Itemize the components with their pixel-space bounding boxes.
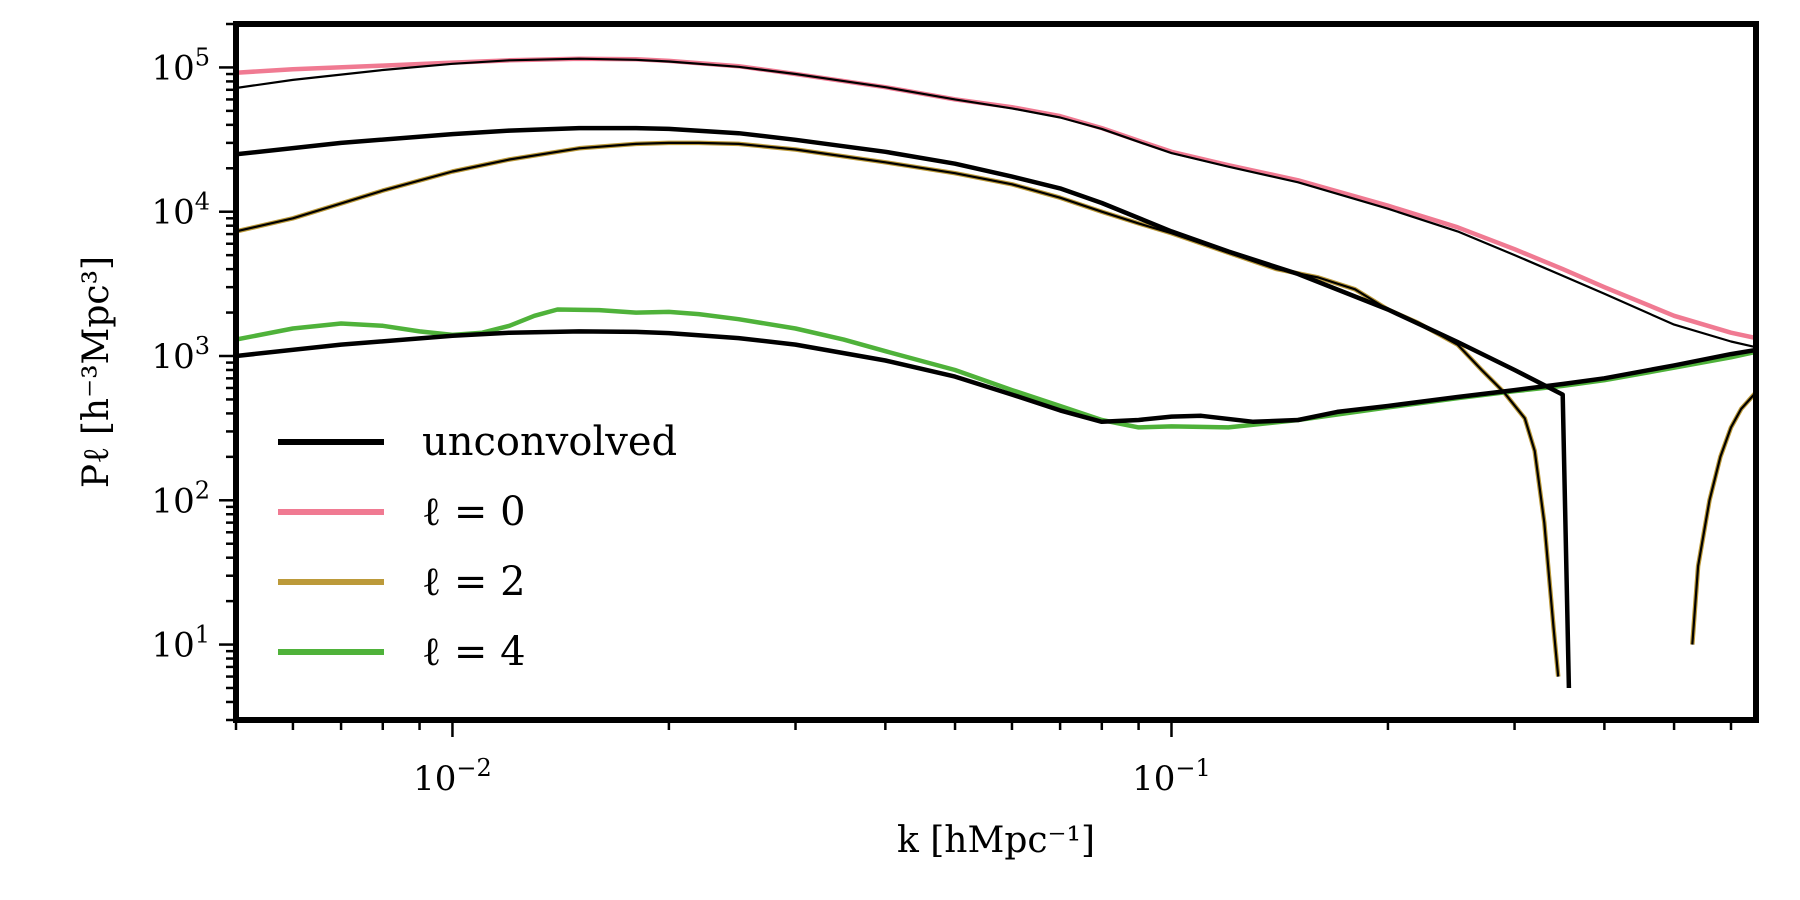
y-tick-label: 105 [151,43,210,88]
y-axis-label: Pℓ [h⁻³Mpc³] [76,256,117,488]
series-layer [236,56,1756,689]
series-line-3 [236,307,1756,430]
series-line-8 [236,329,1756,425]
y-tick-label: 103 [151,332,210,377]
series-line-4 [236,57,1756,349]
series-line-7 [236,125,1572,689]
plot-frame [233,21,1759,723]
legend-label: ℓ = 2 [422,559,526,605]
x-axis-label: k [hMpc⁻¹] [897,820,1095,861]
legend-label: unconvolved [422,419,677,465]
series-line-2 [1690,390,1756,645]
series-line-0 [236,56,1756,341]
y-axis-ticks: 101 102 103 104 105 [151,22,233,722]
x-tick-label: 10−1 [1132,754,1211,799]
series-line-5 [236,141,1560,677]
legend-label: ℓ = 0 [422,489,526,535]
x-tick-label: 10−2 [413,754,492,799]
y-tick-label: 101 [151,621,210,666]
x-axis-ticks: 10−2 10−1 [234,723,1733,799]
series-line-6 [1691,391,1756,645]
y-tick-label: 102 [151,476,210,521]
legend: unconvolved ℓ = 0 ℓ = 2 ℓ = 4 [278,419,677,675]
y-tick-label: 104 [151,188,210,233]
legend-label: ℓ = 4 [422,629,526,675]
